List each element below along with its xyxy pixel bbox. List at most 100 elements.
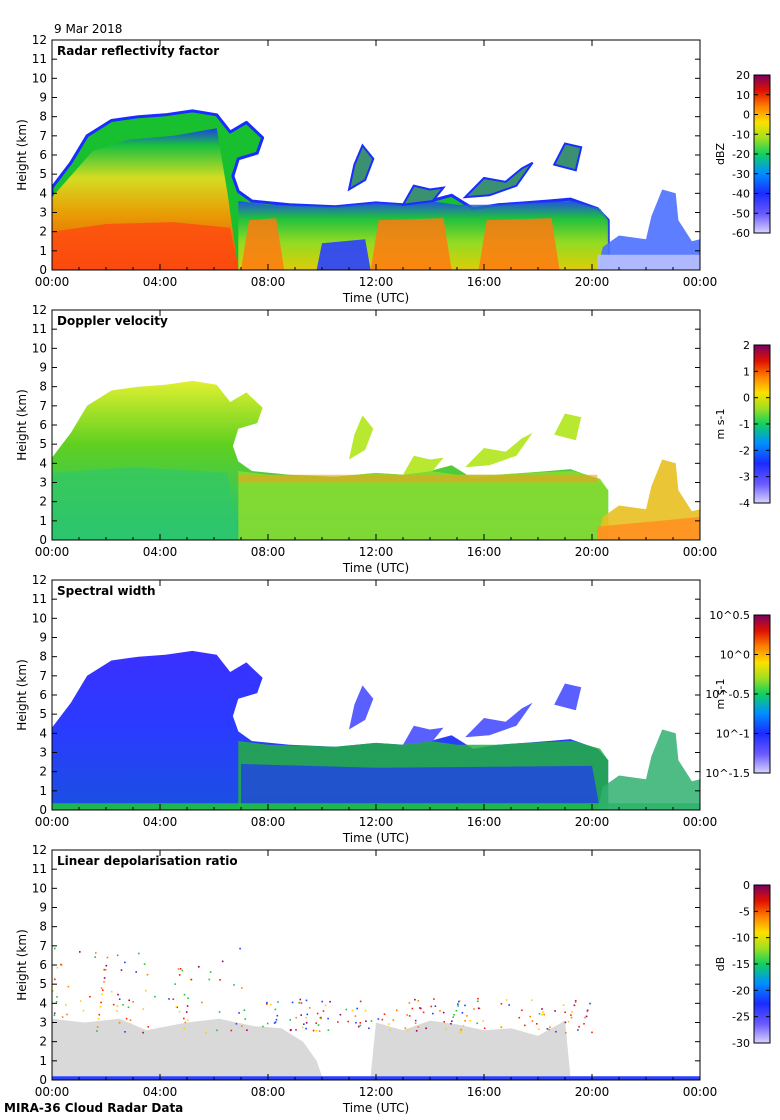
ldr-speckle-point (300, 1014, 302, 1016)
x-tick-label: 00:00 (683, 815, 718, 829)
y-tick-label: 0 (39, 263, 47, 277)
velocity-aloft-0 (349, 415, 374, 460)
ldr-speckle-point (315, 1029, 318, 1032)
echo-weak-gap (316, 239, 371, 270)
ldr-speckle-point (205, 1032, 207, 1034)
ldr-speckle-point (98, 1013, 101, 1016)
y-tick-label: 3 (39, 1016, 47, 1030)
ldr-speckle-point (190, 978, 193, 981)
ldr-speckle-point (359, 1024, 362, 1027)
x-tick-label: 00:00 (35, 1085, 70, 1099)
x-tick-label: 00:00 (35, 815, 70, 829)
x-tick-label: 16:00 (467, 275, 502, 289)
ldr-speckle-point (542, 1011, 544, 1013)
colorbar-tick-label: -1 (739, 418, 750, 431)
x-tick-label: 00:00 (683, 1085, 718, 1099)
ldr-speckle-point (464, 1004, 466, 1007)
colorbar-unit: m s-1 (714, 409, 727, 440)
footer-label: MIRA-36 Cloud Radar Data (4, 1101, 184, 1115)
date-label: 9 Mar 2018 (54, 22, 123, 36)
ldr-speckle-point (505, 999, 508, 1001)
echo-aloft-1 (401, 184, 446, 207)
colorbar-tick-label: -20 (732, 984, 750, 997)
ldr-speckle-point (184, 1021, 187, 1024)
ldr-speckle-point (459, 1031, 461, 1033)
colorbar-tick-label: 10^-1.5 (705, 767, 750, 780)
y-tick-label: 3 (39, 746, 47, 760)
ldr-speckle-point (103, 968, 106, 971)
y-tick-label: 3 (39, 476, 47, 490)
ldr-speckle-point (388, 1023, 390, 1025)
ldr-speckle-point (238, 1012, 240, 1014)
panel-data-area (52, 380, 700, 540)
colorbar-tick-label: -30 (732, 168, 750, 181)
ldr-speckle-point (518, 1016, 521, 1019)
y-axis-title: Height (km) (15, 659, 29, 730)
ldr-speckle-point (351, 1009, 354, 1012)
width-aloft-1 (403, 725, 444, 745)
ldr-speckle-point (266, 1003, 268, 1005)
y-tick-label: 9 (39, 91, 47, 105)
colorbar-tick-label: -3 (739, 471, 750, 484)
ldr-speckle-point (102, 989, 104, 991)
y-tick-label: 8 (39, 380, 47, 394)
ldr-speckle-point (128, 999, 130, 1002)
ldr-speckle-point (324, 1004, 327, 1007)
ldr-speckle-point (452, 1016, 454, 1018)
ldr-speckle-point (89, 995, 91, 998)
y-tick-label: 11 (32, 52, 47, 66)
ldr-speckle-point (274, 1021, 277, 1023)
ldr-speckle-point (262, 1025, 264, 1028)
ldr-speckle-point (500, 1025, 502, 1028)
ldr-speckle-point (289, 1029, 292, 1032)
ldr-speckle-point (383, 1013, 386, 1015)
velocity-fall-core (52, 467, 239, 540)
ldr-speckle-point (79, 1000, 82, 1002)
ldr-speckle-point (417, 1000, 420, 1002)
y-tick-label: 11 (32, 322, 47, 336)
x-axis-title: Time (UTC) (342, 1101, 409, 1115)
ldr-speckle-point (541, 1013, 543, 1016)
ldr-speckle-point (96, 1026, 99, 1028)
radar-echo-field (52, 650, 700, 810)
x-axis-title: Time (UTC) (342, 831, 409, 845)
ldr-speckle-point (183, 1027, 186, 1030)
ldr-speckle-point (106, 956, 109, 959)
ldr-speckle-point (464, 1020, 466, 1022)
y-tick-label: 8 (39, 650, 47, 664)
y-tick-label: 2 (39, 495, 47, 509)
panel-data-area (52, 650, 700, 810)
colorbar-tick-label: -15 (732, 958, 750, 971)
ldr-speckle-point (301, 1026, 304, 1029)
ldr-speckle (52, 947, 593, 1034)
y-tick-label: 11 (32, 592, 47, 606)
ldr-speckle-point (235, 1023, 238, 1025)
ldr-speckle-point (460, 1028, 462, 1031)
x-tick-label: 16:00 (467, 815, 502, 829)
y-tick-label: 6 (39, 958, 47, 972)
y-tick-label: 1 (39, 1054, 47, 1068)
ldr-speckle-point (538, 1028, 540, 1031)
ldr-speckle-point (477, 997, 479, 1000)
y-tick-label: 6 (39, 688, 47, 702)
ldr-speckle-point (233, 984, 235, 986)
colorbar: 20 10 0 -10 -20 -30 -40 -50 -60 dBZ (714, 69, 771, 240)
ldr-speckle-point (477, 1000, 479, 1003)
ldr-speckle-point (95, 952, 97, 954)
ldr-speckle-point (577, 1029, 579, 1031)
ldr-speckle-point (567, 1020, 570, 1023)
ldr-speckle-point (295, 1029, 297, 1031)
ldr-speckle-point (96, 1030, 98, 1032)
width-aloft-0 (349, 685, 374, 730)
x-tick-label: 00:00 (683, 275, 718, 289)
ldr-speckle-point (433, 998, 435, 1000)
ldr-speckle-point (370, 1020, 373, 1022)
ldr-speckle-point (65, 1004, 67, 1006)
colorbar-tick-label: -20 (732, 148, 750, 161)
radar-echo-field (52, 380, 700, 540)
x-tick-label: 20:00 (575, 815, 610, 829)
velocity-aloft-3 (554, 413, 582, 441)
ldr-speckle-point (357, 1025, 360, 1028)
echo-rain-band-2 (478, 218, 560, 270)
